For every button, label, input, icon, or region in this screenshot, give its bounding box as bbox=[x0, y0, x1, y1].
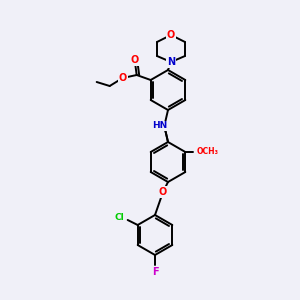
Text: OCH₃: OCH₃ bbox=[196, 148, 218, 157]
Text: O: O bbox=[167, 30, 175, 40]
Text: Cl: Cl bbox=[115, 212, 124, 221]
Text: O: O bbox=[130, 55, 139, 65]
Text: F: F bbox=[152, 267, 158, 277]
Text: O: O bbox=[118, 73, 127, 83]
Text: O: O bbox=[159, 187, 167, 197]
Text: N: N bbox=[167, 57, 175, 67]
Text: HN: HN bbox=[152, 122, 168, 130]
